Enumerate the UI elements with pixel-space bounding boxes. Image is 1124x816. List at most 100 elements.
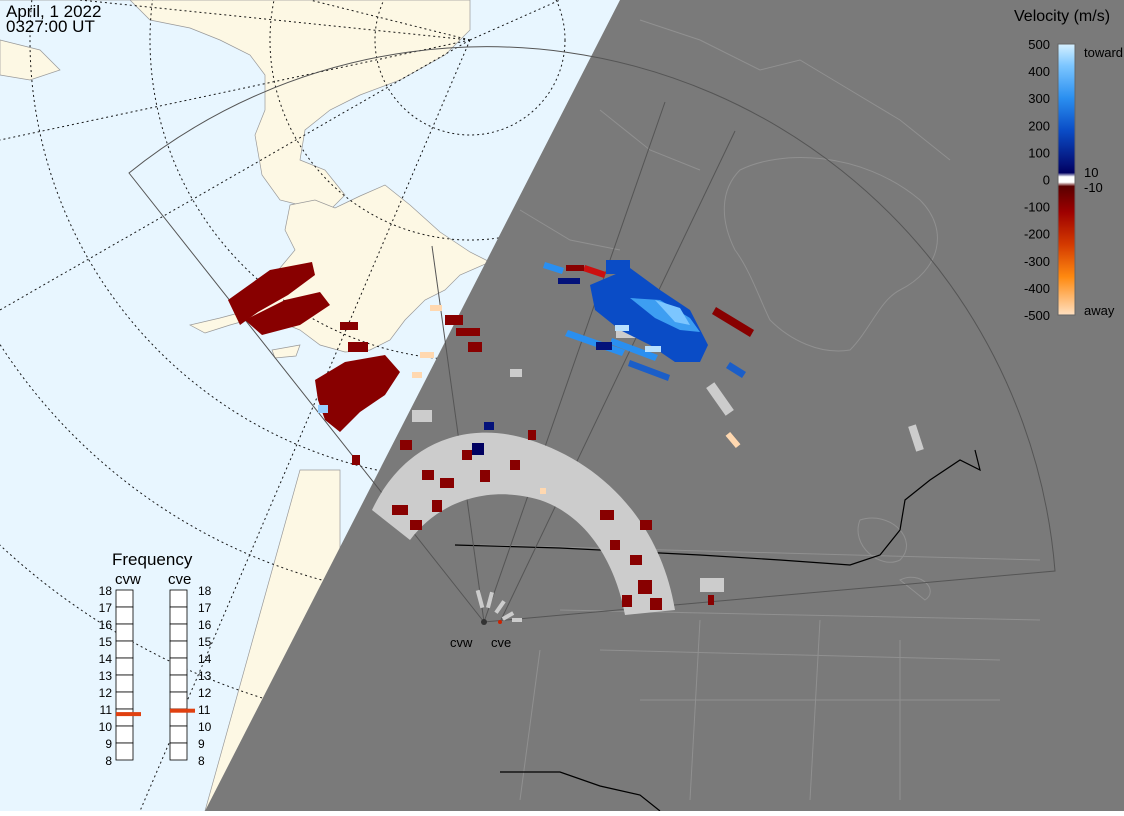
away-cell bbox=[456, 328, 480, 336]
toward-streak-3 bbox=[628, 360, 670, 381]
night-outlines bbox=[479, 19, 1041, 801]
meridian-1 bbox=[0, 39, 471, 311]
frequency-cell bbox=[115, 725, 134, 744]
near-range-beams bbox=[475, 589, 522, 622]
away-cell bbox=[630, 555, 642, 565]
toward-streak-4 bbox=[726, 362, 746, 378]
great-lakes-outline bbox=[857, 517, 931, 601]
small-negative-label: -10 bbox=[1084, 180, 1103, 195]
frequency-level-label: 9 bbox=[198, 737, 205, 751]
frequency-level-label: 17 bbox=[99, 601, 113, 615]
away-cell bbox=[480, 470, 490, 482]
time-label: 0327:00 UT bbox=[6, 17, 95, 36]
near-range-cell bbox=[501, 611, 515, 621]
away-cell bbox=[528, 430, 536, 440]
frequency-col-cve: cve bbox=[168, 571, 191, 588]
velocity-toward bbox=[318, 260, 746, 455]
cve-fov-left bbox=[499, 130, 736, 623]
velocity-legend: Velocity (m/s) 500 400 300 200 100 0 -100 -200 -… bbox=[1014, 8, 1123, 323]
frequency-cell bbox=[115, 674, 134, 693]
near-range-cell bbox=[475, 589, 485, 609]
frequency-grid: 18 17 16 15 14 13 12 11 10 9 8 18 17 16 15 14 13 12 11 10 9 8 bbox=[99, 584, 212, 768]
velocity-away-light bbox=[412, 305, 741, 494]
away-cell bbox=[462, 450, 472, 460]
frequency-cell bbox=[169, 674, 188, 693]
scatter-cell bbox=[510, 369, 522, 377]
frequency-level-label: 14 bbox=[198, 652, 212, 666]
frequency-cell bbox=[115, 623, 134, 642]
hudson-bay-outline bbox=[723, 157, 938, 352]
frequency-col-cvw: cvw bbox=[115, 571, 141, 588]
light-away-cell bbox=[420, 352, 434, 358]
away-cell bbox=[600, 510, 614, 520]
velocity-tick-labels: 500 400 300 200 100 0 -100 -200 -300 -400 -500 bbox=[1024, 37, 1050, 323]
near-range-cell bbox=[494, 600, 506, 614]
light-away-cell bbox=[430, 305, 442, 311]
away-cell bbox=[468, 342, 482, 352]
radar-sites: cvw cve bbox=[450, 589, 522, 650]
us-canada-border bbox=[454, 449, 981, 566]
frequency-level-label: 16 bbox=[198, 618, 212, 632]
frequency-level-label: 11 bbox=[100, 703, 113, 717]
alaska-away-cluster-mid bbox=[245, 292, 330, 335]
light-away-cell bbox=[540, 488, 546, 494]
scatter-cell bbox=[700, 578, 724, 592]
frequency-level-label: 9 bbox=[105, 737, 112, 751]
toward-cell bbox=[615, 325, 629, 331]
frequency-level-label: 10 bbox=[99, 720, 113, 734]
velocity-tick-label: 0 bbox=[1043, 173, 1050, 188]
frequency-cell bbox=[115, 691, 134, 710]
frequency-marker-cvw bbox=[116, 712, 141, 717]
us-mexico-border bbox=[500, 771, 661, 812]
night-side bbox=[205, 0, 1124, 811]
velocity-tick-label: -400 bbox=[1024, 281, 1050, 296]
meridian-6 bbox=[0, 39, 471, 141]
country-borders bbox=[454, 449, 981, 812]
cve-site-label: cve bbox=[491, 635, 511, 650]
away-cell bbox=[410, 520, 422, 530]
frequency-level-label: 8 bbox=[105, 754, 112, 768]
toward-cluster-light-2 bbox=[655, 300, 690, 325]
radar-fov bbox=[128, 46, 1056, 623]
velocity-legend-title: Velocity (m/s) bbox=[1014, 8, 1110, 25]
frequency-level-label: 14 bbox=[99, 652, 113, 666]
date-label: April, 1 2022 bbox=[6, 2, 102, 21]
frequency-cell bbox=[115, 742, 134, 761]
frequency-cell bbox=[169, 691, 188, 710]
small-positive-label: 10 bbox=[1084, 165, 1098, 180]
velocity-away bbox=[228, 262, 754, 610]
away-cell bbox=[622, 595, 632, 607]
frequency-level-label: 10 bbox=[198, 720, 212, 734]
away-cell bbox=[392, 505, 408, 515]
frequency-level-label: 11 bbox=[198, 703, 211, 717]
near-range-cell bbox=[512, 618, 522, 622]
velocity-tick-label: 100 bbox=[1028, 145, 1050, 160]
aleutian-island bbox=[271, 344, 301, 359]
away-cell bbox=[352, 455, 360, 465]
away-cell bbox=[348, 342, 368, 352]
scatter-cell bbox=[706, 382, 734, 416]
frequency-cell bbox=[115, 708, 134, 727]
away-cell bbox=[445, 315, 463, 325]
frequency-level-label: 16 bbox=[99, 618, 113, 632]
velocity-colorbar bbox=[1057, 43, 1076, 316]
away-cell bbox=[422, 470, 434, 480]
frequency-cell bbox=[115, 589, 134, 608]
frequency-level-label: 18 bbox=[198, 584, 212, 598]
velocity-tick-label: -100 bbox=[1024, 200, 1050, 215]
away-cell bbox=[340, 322, 358, 330]
cvw-fov-right bbox=[483, 101, 666, 623]
light-away-cell bbox=[412, 372, 422, 378]
away-cell bbox=[510, 460, 520, 470]
frequency-level-label: 12 bbox=[198, 686, 212, 700]
velocity-tick-label: 300 bbox=[1028, 91, 1050, 106]
frequency-level-label: 18 bbox=[99, 584, 113, 598]
velocity-tick-label: 200 bbox=[1028, 118, 1050, 133]
frequency-level-label: 13 bbox=[198, 669, 212, 683]
frequency-level-label: 15 bbox=[99, 635, 113, 649]
light-away-cell bbox=[725, 431, 741, 449]
frequency-level-label: 17 bbox=[198, 601, 212, 615]
frequency-cell bbox=[169, 589, 188, 608]
away-streak-north bbox=[583, 265, 606, 278]
